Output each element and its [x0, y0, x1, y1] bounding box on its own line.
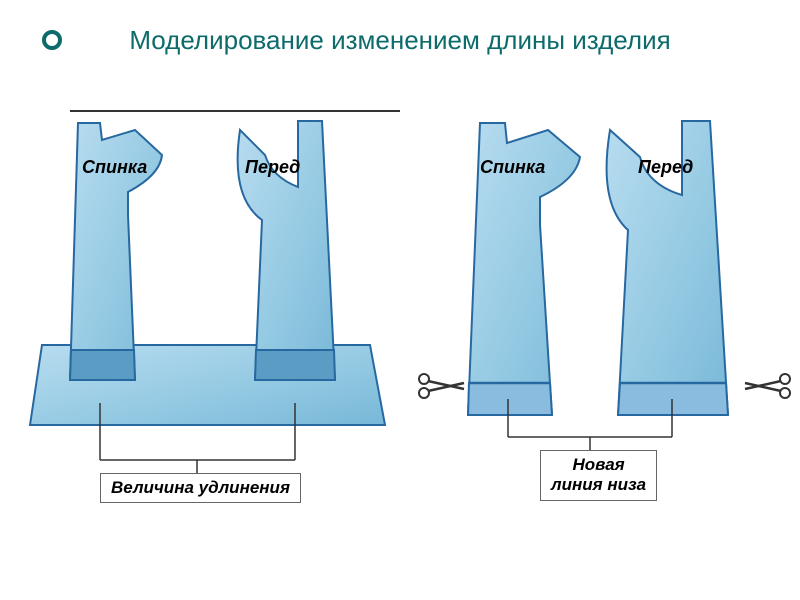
slide-bullet — [42, 30, 62, 50]
title-underline — [70, 110, 400, 112]
scissors-icon — [745, 374, 790, 398]
left-callout: Величина удлинения — [100, 473, 301, 503]
scissors-icon — [419, 374, 464, 398]
right-callout: Новаялиния низа — [540, 450, 657, 501]
left-diagram — [0, 115, 400, 535]
slide-title: Моделирование изменением длины изделия — [0, 0, 800, 56]
diagram-area: Спинка Перед Величина удлинения — [0, 115, 800, 565]
right-back-label: Спинка — [480, 157, 545, 178]
left-back-label: Спинка — [82, 157, 147, 178]
right-front-label: Перед — [638, 157, 693, 178]
left-front-label: Перед — [245, 157, 300, 178]
